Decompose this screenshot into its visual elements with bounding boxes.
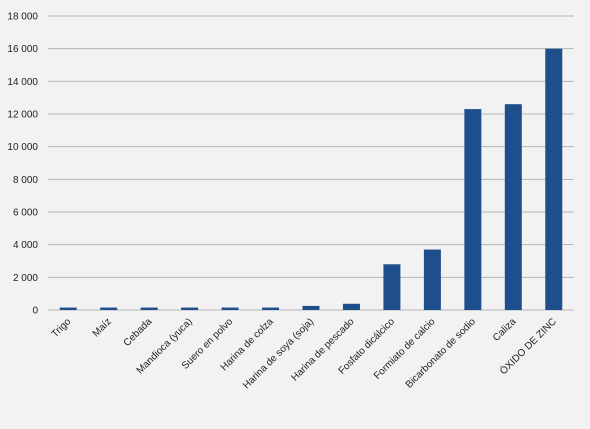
x-tick-label: Maíz	[91, 316, 114, 339]
y-tick-label: 0	[32, 306, 38, 317]
y-tick-label: 12 000	[7, 110, 38, 121]
bars	[59, 48, 563, 311]
y-tick-label: 18 000	[7, 12, 38, 23]
y-tick-label: 6 000	[13, 208, 38, 219]
gridlines	[48, 15, 574, 311]
x-tick-label: Harina de soya (soja)	[241, 316, 316, 391]
bar	[181, 307, 199, 310]
y-tick-label: 4 000	[13, 240, 38, 251]
y-tick-label: 14 000	[7, 77, 38, 88]
bar	[383, 264, 401, 310]
bar	[423, 249, 441, 310]
bar	[464, 109, 482, 310]
bar	[504, 104, 522, 310]
y-tick-label: 10 000	[7, 142, 38, 153]
bar	[221, 307, 239, 310]
y-tick-label: 8 000	[13, 175, 38, 186]
bar	[100, 307, 118, 310]
bar	[262, 307, 280, 310]
x-tick-label: Cebada	[122, 316, 155, 349]
x-tick-label: Caliza	[491, 316, 519, 344]
x-tick-label: Trigo	[50, 316, 74, 340]
x-tick-label: Bicarbonato de sodio	[404, 316, 479, 391]
bar	[302, 305, 320, 310]
bar	[342, 303, 360, 310]
bar	[140, 307, 158, 310]
y-tick-label: 2 000	[13, 273, 38, 284]
bar	[59, 307, 77, 310]
y-axis-ticks: 0 2 000 4 000 6 000 8 000 10 000 12 000 14 000 1…	[7, 12, 38, 317]
y-tick-label: 16 000	[7, 44, 38, 55]
bar	[545, 48, 563, 311]
